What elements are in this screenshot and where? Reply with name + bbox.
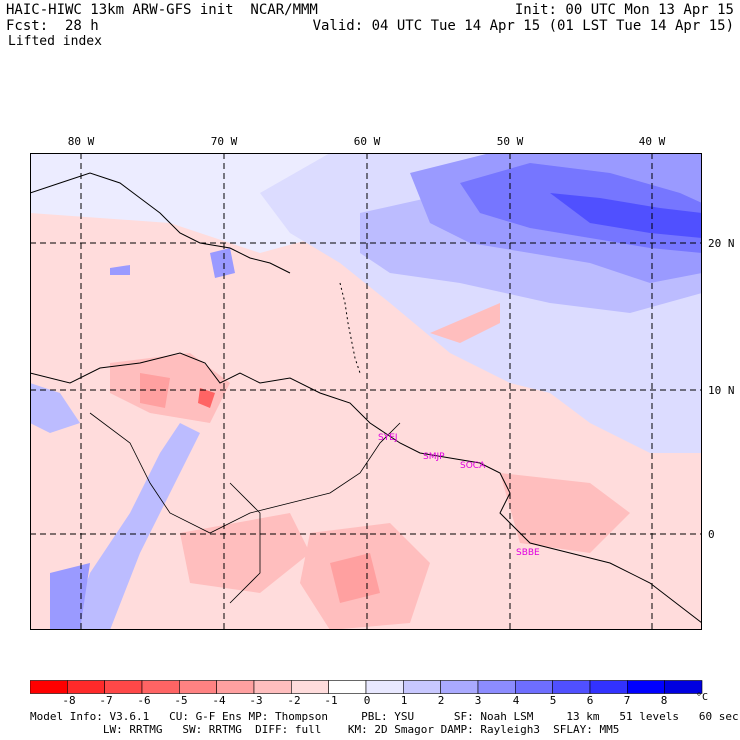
caribbean-coastline — [30, 172, 291, 274]
lifted-index-map: SYEJ SMJP SOCA SBBE — [30, 153, 702, 630]
colorbar-swatch — [515, 680, 553, 694]
cbar-label: 8 — [660, 694, 668, 707]
lon-label-70w: 70 W — [210, 135, 238, 148]
colorbar-swatch — [291, 680, 329, 694]
colorbar-swatch — [552, 680, 591, 694]
model-info-line1: Model Info: V3.6.1 CU: G-F Ens MP: Thomp… — [30, 710, 739, 723]
cbar-label: -7 — [99, 694, 113, 707]
cbar-label: -3 — [249, 694, 263, 707]
cbar-label: 4 — [512, 694, 520, 707]
cbar-label: 0 — [363, 694, 371, 707]
lesser-antilles — [339, 282, 361, 374]
colorbar-swatch — [403, 680, 441, 694]
lon-label-60w: 60 W — [353, 135, 381, 148]
colorbar-swatch — [627, 680, 665, 694]
station-sbbe: SBBE — [516, 548, 540, 558]
graticule — [30, 153, 702, 630]
colorbar-swatch — [477, 680, 516, 694]
lat-label-0: 0 — [708, 528, 715, 541]
lon-label-50w: 50 W — [496, 135, 524, 148]
cbar-unit: °C — [695, 692, 709, 703]
cbar-label: -8 — [62, 694, 76, 707]
cbar-label: -1 — [324, 694, 338, 707]
cbar-label: -6 — [137, 694, 151, 707]
cbar-label: 5 — [549, 694, 557, 707]
colorbar-swatch — [328, 680, 367, 694]
colorbar-swatch — [179, 680, 217, 694]
colorbar-swatch — [664, 680, 703, 694]
cbar-label: -4 — [212, 694, 226, 707]
lon-label-80w: 80 W — [67, 135, 95, 148]
cbar-label: 1 — [400, 694, 408, 707]
cbar-label: 3 — [474, 694, 482, 707]
lat-label-20n: 20 N — [708, 237, 735, 250]
valid-time: Valid: 04 UTC Tue 14 Apr 15 (01 LST Tue … — [312, 18, 734, 34]
lon-label-40w: 40 W — [638, 135, 666, 148]
cbar-label: 2 — [437, 694, 445, 707]
map-frame — [30, 153, 702, 630]
station-syej: SYEJ — [378, 433, 398, 443]
colorbar-swatch — [365, 680, 404, 694]
cbar-label: -2 — [287, 694, 301, 707]
model-info-line2: LW: RRTMG SW: RRTMG DIFF: full KM: 2D Sm… — [30, 723, 620, 736]
lat-label-10n: 10 N — [708, 384, 735, 397]
cbar-label: -5 — [174, 694, 188, 707]
station-smjp: SMJP — [423, 452, 445, 462]
colorbar-swatch — [104, 680, 143, 694]
init-time: Init: 00 UTC Mon 13 Apr 15 — [514, 2, 734, 18]
colorbar-swatch — [141, 680, 180, 694]
cbar-label: 7 — [623, 694, 631, 707]
forecast-hour: Fcst: 28 h — [6, 18, 99, 34]
colorbar-swatch — [589, 680, 628, 694]
colorbar-swatch — [216, 680, 255, 694]
field-name: Lifted index — [8, 34, 102, 49]
colorbar-swatch — [30, 680, 68, 694]
south-america-coastline — [30, 352, 702, 624]
cbar-label: 6 — [586, 694, 594, 707]
colorbar — [30, 680, 703, 694]
model-title: HAIC-HIWC 13km ARW-GFS init NCAR/MMM — [6, 2, 318, 18]
colorbar-swatch — [67, 680, 105, 694]
colorbar-swatch — [440, 680, 479, 694]
station-soca: SOCA — [460, 461, 486, 471]
colorbar-swatch — [253, 680, 292, 694]
